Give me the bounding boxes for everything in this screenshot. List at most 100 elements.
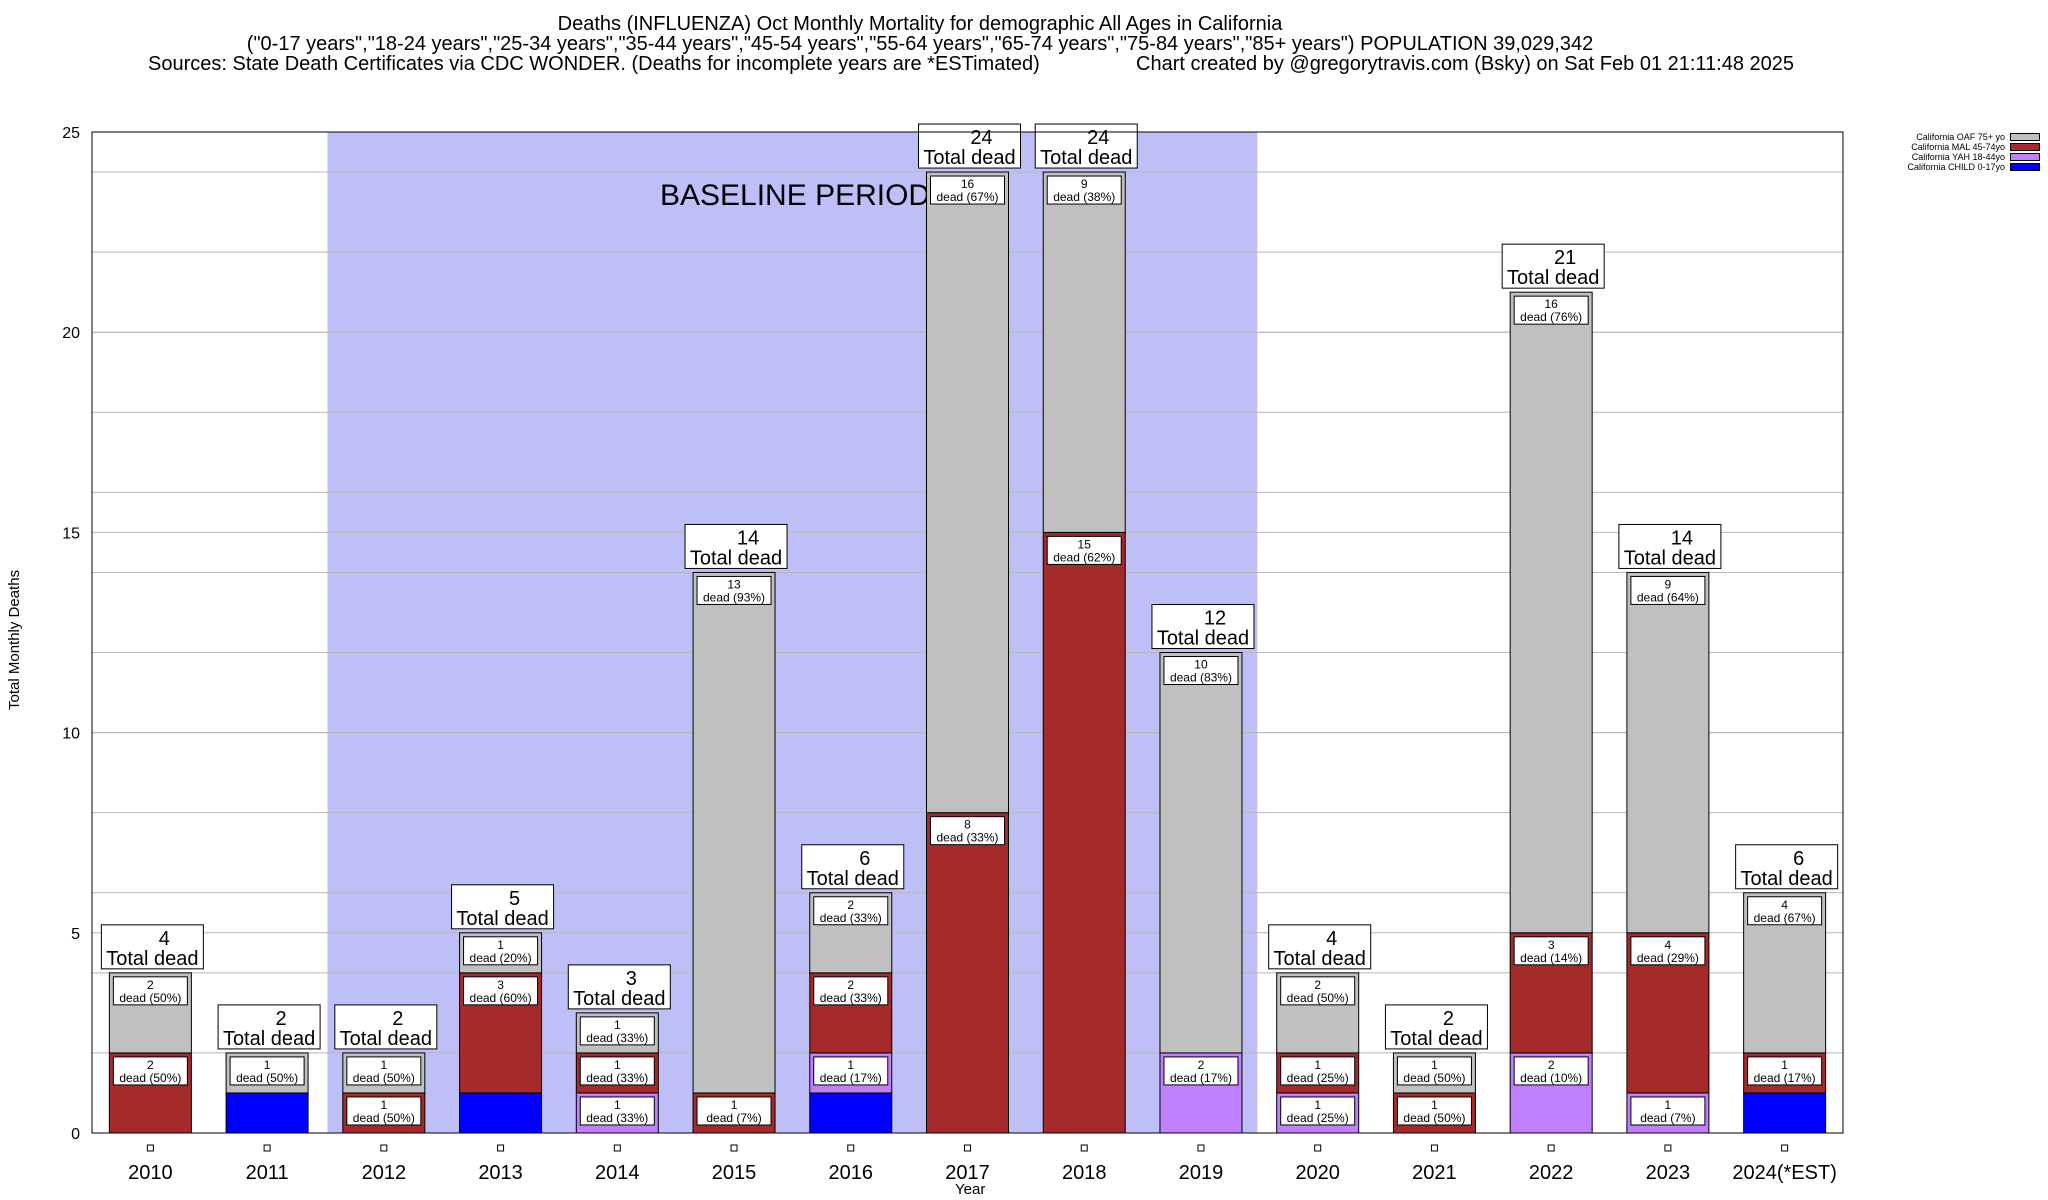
segment-label-box: [1396, 1056, 1472, 1086]
segment-label-count: 2: [1548, 1058, 1555, 1072]
segment-label-pct: dead (10%): [1520, 1071, 1582, 1085]
x-tick-label: 2015: [712, 1162, 757, 1184]
segment-label-pct: dead (50%): [119, 1071, 181, 1085]
segment-label-count: 2: [147, 978, 154, 992]
legend-label: California CHILD 0-17yo: [1907, 162, 2005, 172]
chart-credit: Chart created by @gregorytravis.com (Bsk…: [1136, 53, 1795, 75]
y-tick-label: 0: [71, 1126, 80, 1143]
segment-label-count: 2: [1314, 978, 1321, 992]
x-tick-label: 2012: [362, 1162, 407, 1184]
segment-label-box: [1280, 1096, 1356, 1126]
x-marker: [1314, 1144, 1322, 1152]
segment-label-box: [1396, 1096, 1472, 1126]
bar-segment: [225, 1092, 309, 1134]
segment-label-count: 16: [961, 177, 975, 191]
x-marker: [1430, 1144, 1438, 1152]
segment-label-box: [1513, 1056, 1589, 1086]
segment-label-pct: dead (50%): [236, 1071, 298, 1085]
segment-label-count: 1: [847, 1058, 854, 1072]
legend-entry: California CHILD 0-17yo: [1860, 162, 2040, 172]
segment-label-pct: dead (33%): [936, 831, 998, 845]
x-marker: [730, 1144, 738, 1152]
segment-label-count: 1: [264, 1058, 271, 1072]
segment-label-count: 1: [380, 1098, 387, 1112]
bar-segment: [459, 1092, 543, 1134]
segment-label-box: [1630, 575, 1706, 605]
segment-label-pct: dead (93%): [703, 590, 765, 604]
chart-subtitle: ("0-17 years","18-24 years","25-34 years…: [246, 33, 1594, 55]
legend-swatch: [2010, 133, 2040, 141]
segment-label-pct: dead (14%): [1520, 951, 1582, 965]
total-label-box: [1735, 844, 1839, 890]
segment-label-count: 1: [497, 938, 504, 952]
segment-label-box: [346, 1056, 422, 1086]
total-label-box: [567, 964, 671, 1010]
segment-label-pct: dead (7%): [706, 1111, 761, 1125]
legend-label: California YAH 18-44yo: [1911, 152, 2005, 162]
y-tick-label: 5: [71, 926, 80, 943]
total-label-count: 12: [1204, 608, 1226, 630]
segment-label-pct: dead (83%): [1170, 671, 1232, 685]
total-label-text: Total dead: [807, 868, 899, 890]
segment-label-count: 1: [1431, 1058, 1438, 1072]
segment-label-box: [1046, 175, 1122, 205]
segment-label-box: [1747, 1056, 1823, 1086]
total-label-box: [100, 924, 204, 970]
segment-label-box: [112, 1056, 188, 1086]
total-label-box: [1034, 123, 1138, 169]
plot-frame: [91, 131, 1844, 1134]
segment-label-count: 2: [847, 898, 854, 912]
segment-label-pct: dead (38%): [1053, 190, 1115, 204]
segment-label-box: [1747, 896, 1823, 926]
segment-label-box: [1280, 976, 1356, 1006]
segment-label-count: 9: [1665, 577, 1672, 591]
segment-label-box: [1513, 936, 1589, 966]
y-tick-label: 25: [62, 125, 80, 142]
segment-label-pct: dead (20%): [470, 951, 532, 965]
total-label-text: Total dead: [1157, 628, 1249, 650]
segment-label-box: [930, 175, 1005, 205]
segment-label-box: [1163, 1056, 1239, 1086]
segment-label-box: [1163, 656, 1239, 686]
x-marker: [964, 1144, 971, 1152]
x-tick-label: 2014: [595, 1162, 640, 1184]
total-label-box: [334, 1004, 438, 1050]
bar-segment: [1509, 291, 1593, 934]
segment-label-count: 4: [1781, 898, 1788, 912]
segment-label-box: [813, 976, 889, 1006]
segment-label-box: [1046, 535, 1122, 565]
x-tick-label: 2016: [829, 1162, 874, 1184]
segment-label-box: [813, 1056, 889, 1086]
x-marker: [1664, 1144, 1672, 1152]
segment-label-count: 1: [614, 1058, 621, 1072]
total-label-text: Total dead: [223, 1028, 315, 1050]
legend-entry: California YAH 18-44yo: [1860, 152, 2040, 162]
segment-label-box: [1630, 936, 1706, 966]
total-label-text: Total dead: [456, 908, 548, 930]
segment-label-pct: dead (67%): [936, 190, 998, 204]
total-label-count: 2: [392, 1008, 403, 1030]
segment-label-pct: dead (33%): [586, 1031, 648, 1045]
total-label-count: 3: [626, 968, 637, 990]
total-label-count: 5: [509, 888, 520, 910]
segment-label-pct: dead (17%): [820, 1071, 882, 1085]
total-label-count: 2: [276, 1008, 287, 1030]
segment-label-pct: dead (33%): [586, 1071, 648, 1085]
segment-label-pct: dead (29%): [1637, 951, 1699, 965]
segment-label-box: [813, 896, 889, 926]
total-label-text: Total dead: [690, 547, 782, 569]
segment-label-count: 9: [1081, 177, 1088, 191]
total-label-text: Total dead: [1274, 948, 1366, 970]
segment-label-box: [1280, 1056, 1356, 1086]
segment-label-box: [463, 936, 539, 966]
bar-segment: [926, 812, 1009, 1134]
segment-label-count: 1: [731, 1098, 738, 1112]
total-label-text: Total dead: [1624, 547, 1716, 569]
total-label-count: 4: [1326, 928, 1337, 950]
total-label-count: 24: [970, 127, 992, 149]
segment-label-count: 1: [1665, 1098, 1672, 1112]
bar-segment: [926, 171, 1009, 814]
segment-label-pct: dead (64%): [1637, 590, 1699, 604]
x-marker: [847, 1144, 855, 1152]
segment-label-count: 1: [1781, 1058, 1788, 1072]
